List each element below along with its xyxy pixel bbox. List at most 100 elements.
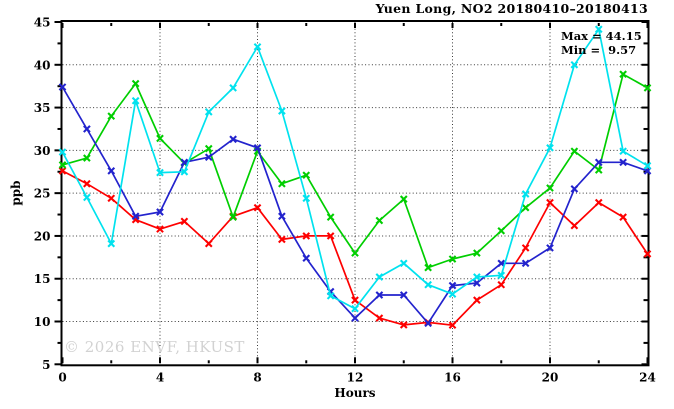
marker-day-1-red [156,225,164,233]
marker-day-1-red [180,217,189,226]
marker-day-3-blue [107,167,116,175]
marker-day-1-red [619,213,627,221]
marker-day-2-green [497,226,506,235]
marker-day-1-red [473,296,481,304]
marker-day-4-cyan [229,84,237,92]
marker-day-1-red [278,235,286,244]
x-axis-label: Hours [334,386,376,400]
max-value-label: Max = 44.15 [561,29,642,43]
marker-day-4-cyan [399,259,408,268]
marker-day-4-cyan [424,280,432,289]
marker-day-3-blue [83,125,91,133]
marker-day-3-blue [375,291,384,299]
marker-day-3-blue [229,135,237,144]
marker-day-3-blue [302,254,311,263]
marker-day-4-cyan [302,194,311,203]
marker-day-4-cyan [83,193,91,202]
marker-day-4-cyan [375,273,384,281]
marker-day-3-blue [497,259,506,268]
marker-day-3-blue [156,208,164,216]
series-line-day-2-green [61,73,649,269]
y-tick-label-40: 40 [34,58,51,72]
marker-day-3-blue [131,212,140,221]
marker-day-3-blue [58,83,67,91]
marker-day-2-green [594,166,603,174]
marker-day-2-green [156,134,164,143]
marker-day-3-blue [399,291,408,299]
marker-day-2-green [58,161,67,169]
marker-day-2-green [278,179,286,188]
stats-annotation: Max = 44.15 Min = 9.57 [561,29,642,57]
marker-day-4-cyan [351,304,359,313]
marker-day-1-red [546,198,554,207]
marker-day-4-cyan [107,239,116,248]
marker-day-1-red [570,221,579,230]
y-axis-label: ppb [9,180,23,206]
chart-title: Yuen Long, NO2 20180410–20180413 [375,1,648,16]
marker-day-3-blue [278,212,286,221]
marker-day-4-cyan [497,271,506,280]
y-tick-label-5: 5 [42,358,50,372]
marker-day-3-blue [619,158,627,167]
watermark: © 2026 ENVF, HKUST [64,338,245,356]
marker-day-2-green [326,213,335,221]
marker-day-4-cyan [180,167,189,176]
marker-day-1-red [107,194,116,203]
marker-day-2-green [424,263,432,272]
marker-day-4-cyan [253,42,262,51]
marker-day-1-red [253,203,262,212]
y-tick-label-20: 20 [34,229,51,243]
marker-day-1-red [302,232,311,240]
marker-day-3-blue [546,244,554,252]
marker-day-1-red [351,296,359,304]
y-tick-label-10: 10 [34,315,51,329]
marker-day-2-green [107,112,116,120]
marker-day-3-blue [253,143,262,152]
marker-day-4-cyan [473,273,481,281]
marker-day-2-green [619,70,627,79]
x-tick-label-4: 4 [156,370,164,384]
marker-day-3-blue [204,153,213,162]
marker-day-2-green [351,249,359,257]
marker-day-4-cyan [131,96,140,105]
marker-day-1-red [58,167,67,175]
marker-day-1-red [204,239,213,248]
marker-day-1-red [399,321,408,329]
x-tick-label-16: 16 [444,370,461,384]
marker-day-4-cyan [546,143,554,152]
marker-day-2-green [570,147,579,156]
marker-day-1-red [83,179,91,188]
y-tick-label-25: 25 [34,187,51,201]
marker-day-2-green [204,144,213,153]
y-tick-label-35: 35 [34,101,51,115]
marker-day-2-green [643,84,652,92]
marker-day-4-cyan [570,60,579,69]
marker-day-2-green [473,249,481,257]
marker-day-2-green [131,79,140,88]
marker-day-3-blue [570,185,579,193]
marker-day-3-blue [180,158,189,167]
marker-day-4-cyan [521,190,530,198]
marker-day-1-red [375,314,384,322]
marker-day-2-green [229,213,237,221]
marker-day-1-red [643,250,652,258]
marker-day-4-cyan [326,291,335,300]
marker-day-1-red [521,244,530,252]
marker-day-2-green [399,195,408,203]
marker-day-2-green [448,255,457,263]
series-line-day-1-red [61,170,649,327]
y-tick-label-45: 45 [34,16,51,30]
marker-day-2-green [521,203,530,212]
marker-day-1-red [326,232,335,240]
marker-day-4-cyan [156,168,164,177]
x-tick-label-20: 20 [542,370,559,384]
y-tick-label-30: 30 [34,144,51,158]
marker-day-2-green [375,216,384,225]
marker-day-1-red [497,280,506,289]
marker-day-1-red [594,198,603,207]
y-tick-label-15: 15 [34,272,51,286]
marker-day-4-cyan [448,290,457,298]
marker-day-4-cyan [278,107,286,115]
